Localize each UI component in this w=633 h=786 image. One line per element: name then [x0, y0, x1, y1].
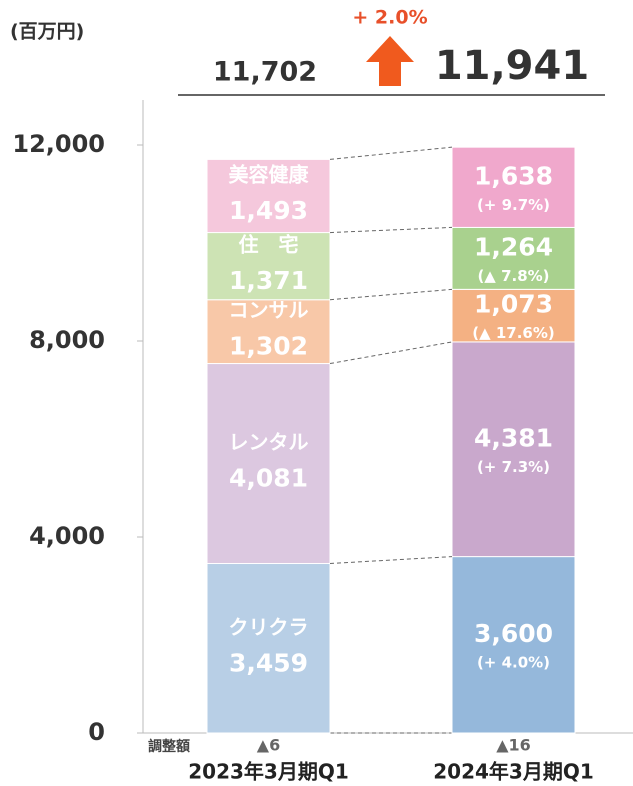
bar-segment — [451, 341, 576, 558]
unit-label: (百万円) — [10, 21, 84, 43]
total-label: 11,702 — [213, 57, 317, 88]
value-label: 1,302 — [229, 332, 308, 361]
growth-arrow — [366, 36, 414, 86]
segment-name: クリクラ — [229, 615, 309, 639]
bar-segment — [206, 158, 331, 234]
value-label: 1,073 — [474, 290, 553, 319]
adjustment-label: ▲6 — [257, 736, 280, 755]
growth-label: + 2.0% — [352, 7, 427, 29]
segment-name: レンタル — [229, 430, 309, 454]
value-label: 4,381 — [474, 423, 553, 452]
connector — [329, 226, 453, 234]
y-tick-label: 12,000 — [12, 130, 105, 158]
segment-name: コンサル — [229, 298, 309, 322]
segment-name: 美容健康 — [229, 162, 310, 186]
value-label: 1,493 — [229, 196, 308, 225]
change-label: (▲ 17.6%) — [472, 324, 555, 342]
value-label: 4,081 — [229, 464, 308, 493]
value-label: 1,371 — [229, 266, 308, 295]
connector — [329, 341, 453, 365]
bar-segment — [206, 232, 331, 301]
x-tick-label: 2023年3月期Q1 — [188, 760, 349, 784]
change-label: (▲ 7.8%) — [477, 267, 549, 285]
adjustment-label: ▲16 — [496, 736, 531, 755]
total-label: 11,941 — [435, 43, 589, 89]
segment-name: 住 宅 — [239, 233, 299, 257]
y-tick-label: 0 — [88, 718, 105, 746]
value-label: 3,600 — [474, 619, 553, 648]
bar-segment — [451, 146, 576, 228]
value-label: 1,638 — [474, 161, 553, 190]
value-label: 3,459 — [229, 648, 308, 677]
adjustment-title: 調整額 — [148, 738, 190, 755]
x-tick-label: 2024年3月期Q1 — [433, 760, 594, 784]
bar-segment — [451, 556, 576, 734]
change-label: (+ 9.7%) — [477, 196, 550, 214]
y-tick-label: 4,000 — [29, 522, 105, 550]
value-label: 1,264 — [474, 232, 553, 261]
change-label: (+ 7.3%) — [477, 458, 550, 476]
bar-segment — [451, 288, 576, 343]
connector — [329, 556, 453, 565]
bar-segment — [206, 363, 331, 565]
connector — [329, 146, 453, 160]
change-label: (+ 4.0%) — [477, 653, 550, 671]
bar-segment — [206, 299, 331, 365]
connector — [329, 288, 453, 301]
y-tick-label: 8,000 — [29, 326, 105, 354]
